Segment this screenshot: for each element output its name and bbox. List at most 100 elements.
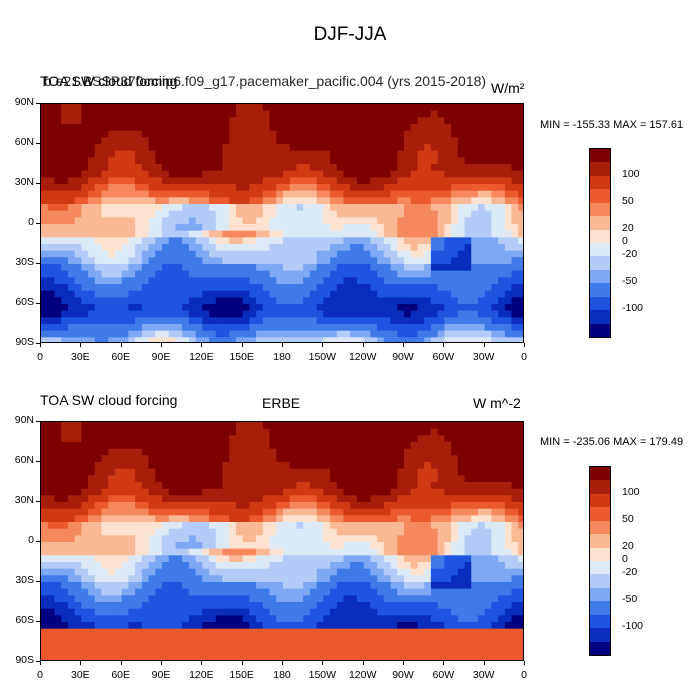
field-cell — [262, 204, 271, 212]
field-cell — [336, 535, 345, 543]
field-cell — [518, 428, 523, 436]
field-cell — [444, 622, 452, 630]
figure-title: DJF-JJA — [313, 24, 387, 45]
field-cell — [377, 310, 385, 318]
field-cell — [101, 495, 109, 503]
field-cell — [229, 190, 237, 198]
field-cell — [303, 210, 311, 218]
field-cell — [81, 244, 89, 252]
field-cell — [430, 482, 439, 490]
field-cell — [249, 110, 257, 118]
field-cell — [504, 482, 513, 490]
field-cell — [363, 608, 371, 616]
field-cell — [336, 177, 345, 185]
field-cell — [303, 204, 311, 212]
field-cell — [417, 230, 425, 238]
field-cell — [457, 264, 466, 272]
field-cell — [215, 124, 224, 132]
field-cell — [323, 522, 331, 530]
field-cell — [128, 150, 136, 158]
field-cell — [518, 170, 523, 178]
field-cell — [88, 582, 96, 590]
field-cell — [101, 548, 109, 556]
field-cell — [430, 542, 439, 550]
field-cell — [81, 528, 89, 536]
field-cell — [397, 164, 405, 172]
field-cell — [148, 290, 156, 298]
field-cell — [114, 284, 123, 292]
field-cell — [188, 290, 197, 298]
field-cell — [464, 588, 472, 596]
field-cell — [182, 117, 190, 125]
field-cell — [141, 642, 150, 650]
field-cell — [108, 422, 116, 430]
field-cell — [296, 310, 304, 318]
field-cell — [74, 137, 82, 145]
field-cell — [209, 217, 217, 225]
field-cell — [457, 515, 466, 523]
field-cell — [162, 635, 170, 643]
field-cell — [155, 250, 163, 258]
field-cell — [451, 297, 459, 305]
field-cell — [471, 488, 479, 496]
field-cell — [141, 522, 150, 530]
field-cell — [444, 555, 452, 563]
field-cell — [249, 224, 257, 232]
field-cell — [47, 462, 56, 470]
field-cell — [262, 317, 271, 325]
field-cell — [249, 284, 257, 292]
field-cell — [121, 137, 129, 145]
field-cell — [370, 448, 378, 456]
field-cell — [195, 488, 203, 496]
field-cell — [67, 124, 76, 132]
field-cell — [350, 468, 358, 476]
field-cell — [235, 482, 244, 490]
field-cell — [498, 555, 506, 563]
field-cell — [101, 297, 109, 305]
field-cell — [101, 515, 109, 523]
field-cell — [276, 190, 284, 198]
field-cell — [296, 528, 304, 536]
field-cell — [457, 150, 466, 158]
field-cell — [457, 110, 466, 118]
field-cell — [410, 495, 419, 503]
field-cell — [114, 297, 123, 305]
field-cell — [289, 582, 298, 590]
field-cell — [262, 595, 271, 603]
field-cell — [350, 462, 358, 470]
field-cell — [249, 522, 257, 530]
field-cell — [316, 157, 324, 165]
field-cell — [148, 277, 156, 285]
field-cell — [67, 237, 76, 245]
field-cell — [202, 535, 210, 543]
field-cell — [303, 137, 311, 145]
field-cell — [276, 495, 284, 503]
field-cell — [289, 515, 298, 523]
field-cell — [222, 144, 230, 152]
field-cell — [54, 264, 62, 272]
field-cell — [417, 482, 425, 490]
field-cell — [155, 608, 163, 616]
field-cell — [504, 284, 513, 292]
field-cell — [383, 495, 392, 503]
field-cell — [383, 588, 392, 596]
field-cell — [316, 615, 324, 623]
field-cell — [356, 588, 365, 596]
field-cell — [215, 542, 224, 550]
field-cell — [484, 542, 492, 550]
field-cell — [188, 297, 197, 305]
field-cell — [182, 602, 190, 610]
field-cell — [162, 164, 170, 172]
field-cell — [155, 284, 163, 292]
field-cell — [504, 310, 513, 318]
field-cell — [498, 337, 506, 342]
field-cell — [303, 304, 311, 312]
field-cell — [47, 582, 56, 590]
field-cell — [121, 150, 129, 158]
field-cell — [101, 502, 109, 510]
field-cell — [498, 455, 506, 463]
field-cell — [235, 284, 244, 292]
field-cell — [94, 317, 103, 325]
field-cell — [316, 284, 324, 292]
field-cell — [296, 635, 304, 643]
